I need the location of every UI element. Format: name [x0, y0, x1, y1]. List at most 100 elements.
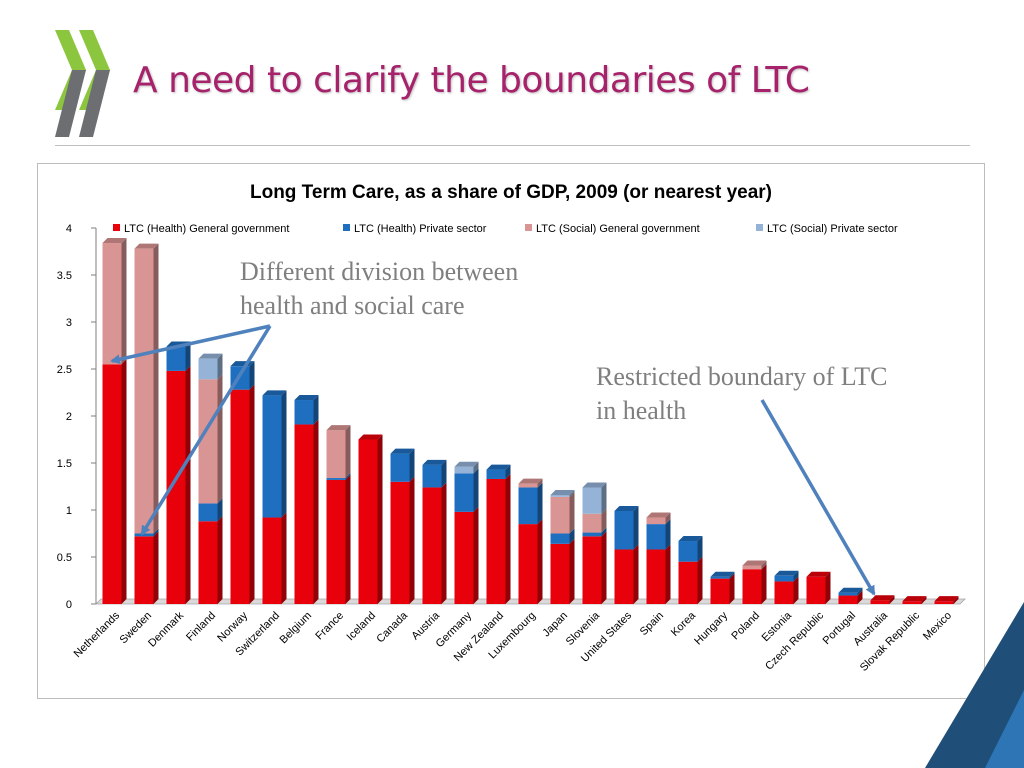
bar-side-new-zealand-series-1: [505, 473, 511, 604]
bar-spain-series-1: [646, 549, 666, 604]
bar-side-new-zealand-series-2: [505, 464, 511, 479]
annotation-text-2: Restricted boundary of LTC: [596, 362, 887, 391]
bar-side-switzerland-series-2: [281, 390, 287, 518]
x-tick-label: Korea: [669, 609, 699, 639]
bar-side-spain-series-1: [665, 544, 671, 604]
bar-side-united-states-series-1: [633, 544, 639, 604]
bar-top-estonia: [774, 570, 799, 576]
x-tick-label: Poland: [729, 610, 762, 643]
chart-title: Long Term Care, as a share of GDP, 2009 …: [250, 182, 772, 203]
legend-label-4: LTC (Social) Private sector: [767, 223, 898, 235]
bar-switzerland-series-2: [262, 395, 282, 518]
title-divider: [55, 145, 970, 146]
bar-side-iceland-series-1: [377, 434, 383, 604]
bar-top-czech-republic: [806, 571, 831, 577]
bar-france-series-3: [326, 430, 346, 479]
bar-estonia-series-2: [774, 575, 794, 582]
bar-finland-series-1: [198, 521, 218, 604]
bar-top-hungary: [710, 571, 735, 577]
bar-finland-series-2: [198, 503, 218, 522]
bar-denmark-series-1: [166, 370, 186, 604]
y-tick-label: 0.5: [57, 552, 72, 564]
bar-side-spain-series-2: [665, 519, 671, 550]
bar-side-estonia-series-1: [793, 576, 799, 604]
bar-sweden-series-1: [134, 536, 154, 604]
bar-top-korea: [678, 536, 703, 542]
bar-side-estonia-series-2: [793, 570, 799, 582]
bar-side-finland-series-4: [217, 353, 223, 380]
bar-top-france: [326, 425, 351, 431]
bar-top-spain: [646, 512, 671, 518]
bar-side-luxembourg-series-2: [537, 482, 543, 525]
ltc-bar-chart: Long Term Care, as a share of GDP, 2009 …: [57, 182, 966, 674]
y-tick-label: 2: [66, 411, 72, 423]
x-tick-label: Netherlands: [72, 609, 123, 660]
logo-chevron-gray-left: [55, 70, 86, 137]
bar-portugal-series-2: [838, 592, 858, 596]
bar-slovenia-series-2: [582, 532, 602, 537]
bar-side-denmark-series-2: [185, 341, 191, 371]
bar-side-germany-series-1: [473, 506, 479, 604]
bar-estonia-series-1: [774, 581, 794, 604]
bar-germany-series-4: [454, 466, 474, 474]
bar-sweden-series-3: [134, 248, 154, 534]
bar-germany-series-2: [454, 473, 474, 512]
x-tick-label: Denmark: [146, 609, 186, 649]
bar-new-zealand-series-1: [486, 478, 506, 604]
y-tick-label: 1.5: [57, 458, 72, 470]
x-tick-label: Belgium: [278, 610, 315, 647]
bar-slovenia-series-3: [582, 513, 602, 533]
bar-side-slovenia-series-1: [601, 531, 607, 604]
bar-japan-series-4: [550, 494, 570, 497]
bar-hungary-series-2: [710, 576, 730, 579]
bar-norway-series-1: [230, 389, 250, 604]
legend-swatch-4: [756, 224, 763, 231]
bar-canada-series-1: [390, 481, 410, 604]
bar-korea-series-1: [678, 561, 698, 604]
bar-belgium-series-1: [294, 424, 314, 604]
legend-label-3: LTC (Social) General government: [536, 223, 700, 235]
x-tick-label: Finland: [184, 610, 218, 644]
bar-side-portugal-series-1: [857, 590, 863, 604]
x-tick-label: Mexico: [921, 610, 954, 643]
bar-side-france-series-2: [345, 473, 351, 480]
bar-side-korea-series-1: [697, 556, 703, 604]
bar-slovenia-series-4: [582, 487, 602, 514]
bar-side-sweden-series-2: [153, 528, 159, 537]
bar-top-germany: [454, 461, 479, 467]
x-tick-label: Hungary: [692, 609, 730, 647]
bar-side-poland-series-3: [761, 560, 767, 570]
bar-side-sweden-series-3: [153, 243, 159, 534]
bar-side-france-series-3: [345, 425, 351, 479]
bar-top-switzerland: [262, 390, 287, 396]
bar-side-norway-series-2: [249, 361, 255, 390]
bar-luxembourg-series-3: [518, 483, 538, 488]
bar-spain-series-2: [646, 524, 666, 550]
bar-top-iceland: [358, 434, 383, 440]
x-tick-label: Iceland: [345, 610, 379, 644]
bar-germany-series-1: [454, 511, 474, 604]
bar-slovenia-series-1: [582, 536, 602, 604]
corner-triangle-light: [985, 690, 1024, 768]
bar-iceland-series-1: [358, 439, 378, 604]
bar-new-zealand-series-2: [486, 469, 506, 479]
bar-top-slovenia: [582, 482, 607, 488]
bar-france-series-1: [326, 479, 346, 604]
bar-spain-series-3: [646, 517, 666, 525]
bar-hungary-series-1: [710, 578, 730, 604]
bar-belgium-series-2: [294, 400, 314, 425]
bar-top-poland: [742, 560, 767, 566]
annotation-arrow-sweden: [140, 325, 272, 536]
bar-australia-series-1: [870, 600, 890, 604]
y-tick-label: 2.5: [57, 364, 72, 376]
bar-side-slovenia-series-4: [601, 482, 607, 514]
bar-side-spain-series-3: [665, 512, 671, 525]
bar-top-mexico: [934, 596, 959, 602]
bar-side-canada-series-2: [409, 448, 415, 482]
bar-austria-series-2: [422, 464, 442, 488]
legend-label-2: LTC (Health) Private sector: [354, 223, 487, 235]
bar-poland-series-1: [742, 569, 762, 604]
x-tick-label: France: [313, 610, 346, 643]
bar-japan-series-1: [550, 543, 570, 604]
bar-side-united-states-series-2: [633, 505, 639, 550]
